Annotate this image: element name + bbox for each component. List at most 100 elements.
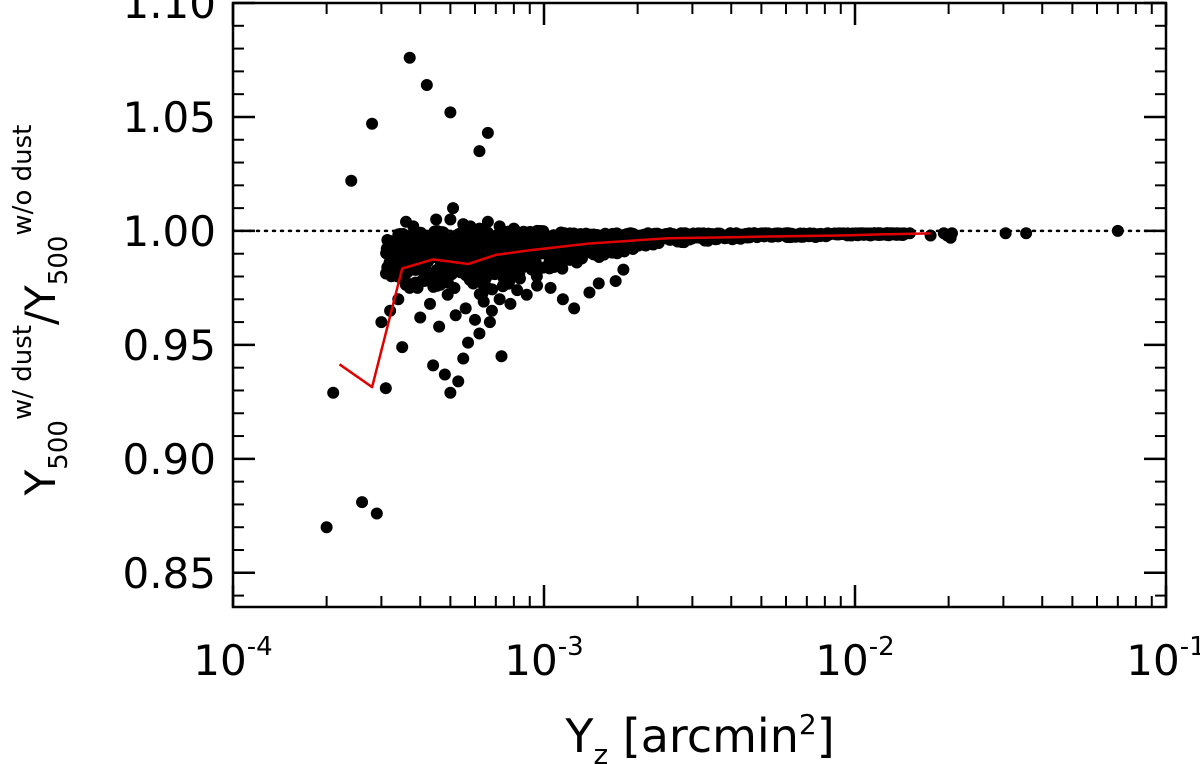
- y-axis-label-main: Y: [16, 469, 65, 496]
- data-point: [451, 261, 464, 274]
- data-layer: [233, 51, 1166, 534]
- y-axis-label-sup2: w/o dust: [8, 125, 38, 236]
- data-point: [447, 202, 460, 215]
- data-point: [762, 228, 775, 241]
- axes-layer: 10-4 10-3 10-2 10-10.850.900.951.001.051.10…: [8, 0, 1200, 764]
- x-tick-base: 10: [504, 636, 557, 685]
- data-point: [568, 302, 581, 315]
- data-point: [609, 275, 622, 288]
- data-point: [436, 226, 449, 239]
- y-tick-label: 1.00: [122, 207, 216, 256]
- data-point: [320, 521, 333, 534]
- data-point: [444, 386, 457, 399]
- data-point: [327, 386, 340, 399]
- y-axis-label-sup1: w/ dust: [8, 325, 38, 420]
- data-point: [999, 227, 1012, 240]
- y-tick-label: 0.95: [122, 321, 216, 370]
- data-point: [433, 320, 446, 333]
- y-tick-label: 1.05: [122, 93, 216, 142]
- data-point: [617, 263, 630, 276]
- x-tick-label: 10-2: [815, 632, 894, 685]
- data-point: [481, 215, 494, 228]
- data-point: [513, 272, 526, 285]
- data-point: [381, 262, 394, 275]
- x-tick-label: 10-4: [193, 632, 272, 685]
- data-point: [430, 213, 443, 226]
- data-point: [531, 279, 544, 292]
- x-axis-label: Yz [arcmin2]: [564, 708, 834, 764]
- data-point: [520, 288, 533, 301]
- data-point: [469, 313, 482, 326]
- data-point: [449, 309, 462, 322]
- x-axis-label-main: Y: [564, 709, 594, 763]
- y-tick-label: 0.90: [122, 435, 216, 484]
- data-point: [414, 311, 427, 324]
- data-point: [385, 248, 398, 261]
- x-tick-base: 10: [815, 636, 868, 685]
- data-point: [486, 283, 499, 296]
- data-point: [547, 236, 560, 249]
- x-tick-exponent: -2: [869, 632, 895, 662]
- data-point: [524, 257, 537, 270]
- data-point: [434, 278, 447, 291]
- x-tick-exponent: -1: [1180, 632, 1200, 662]
- y-axis-label-slash: /Y: [16, 285, 65, 325]
- data-point: [495, 350, 508, 363]
- plot-frame: [231, 1, 1168, 609]
- median-line: [338, 232, 931, 389]
- data-point: [356, 496, 369, 509]
- data-point: [583, 286, 596, 299]
- data-point: [483, 316, 496, 329]
- data-point: [485, 304, 498, 317]
- data-point: [424, 297, 437, 310]
- data-point: [497, 264, 510, 277]
- data-point: [563, 249, 576, 262]
- x-tick-exponent: -4: [247, 632, 273, 662]
- data-point: [422, 274, 435, 287]
- data-point: [493, 293, 506, 306]
- data-point: [396, 341, 409, 354]
- x-axis-label-sup: 2: [799, 708, 817, 741]
- data-point: [539, 229, 552, 242]
- data-point: [444, 213, 457, 226]
- y-tick-label: 1.10: [122, 0, 216, 28]
- data-point: [597, 248, 610, 261]
- data-point: [421, 249, 434, 262]
- y-tick-label: 0.85: [122, 549, 216, 598]
- data-point: [646, 235, 659, 248]
- data-point: [556, 293, 569, 306]
- data-point: [420, 79, 433, 92]
- data-point: [511, 284, 524, 297]
- data-point: [379, 382, 392, 395]
- data-point: [543, 257, 556, 270]
- x-tick-label: 10-1: [1126, 632, 1200, 685]
- x-axis-label-close: ]: [817, 709, 835, 763]
- data-point: [375, 316, 388, 329]
- x-tick-exponent: -3: [558, 632, 584, 662]
- data-point: [427, 359, 440, 372]
- x-axis-label-sub: z: [593, 738, 608, 764]
- data-point: [457, 352, 470, 365]
- data-point: [553, 257, 566, 270]
- data-point: [345, 174, 358, 187]
- x-tick-base: 10: [193, 636, 246, 685]
- data-point: [462, 336, 475, 349]
- data-point: [1020, 227, 1033, 240]
- y-axis-label-sub2: 500: [44, 236, 74, 286]
- data-point: [452, 375, 465, 388]
- x-axis-label-rest: [arcmin: [608, 709, 799, 763]
- data-point: [399, 278, 412, 291]
- data-point: [473, 145, 486, 158]
- data-point: [469, 270, 482, 283]
- y-axis-label-sub1: 500: [44, 420, 74, 470]
- data-point: [924, 229, 937, 242]
- x-tick-base: 10: [1126, 636, 1179, 685]
- y-axis-label: Y500w/ dust/Y500w/o dust: [8, 125, 74, 497]
- data-point: [439, 240, 452, 253]
- data-point: [592, 277, 605, 290]
- data-point: [481, 126, 494, 139]
- x-tick-label: 10-3: [504, 632, 583, 685]
- data-point: [565, 227, 578, 240]
- data-point: [1111, 224, 1124, 237]
